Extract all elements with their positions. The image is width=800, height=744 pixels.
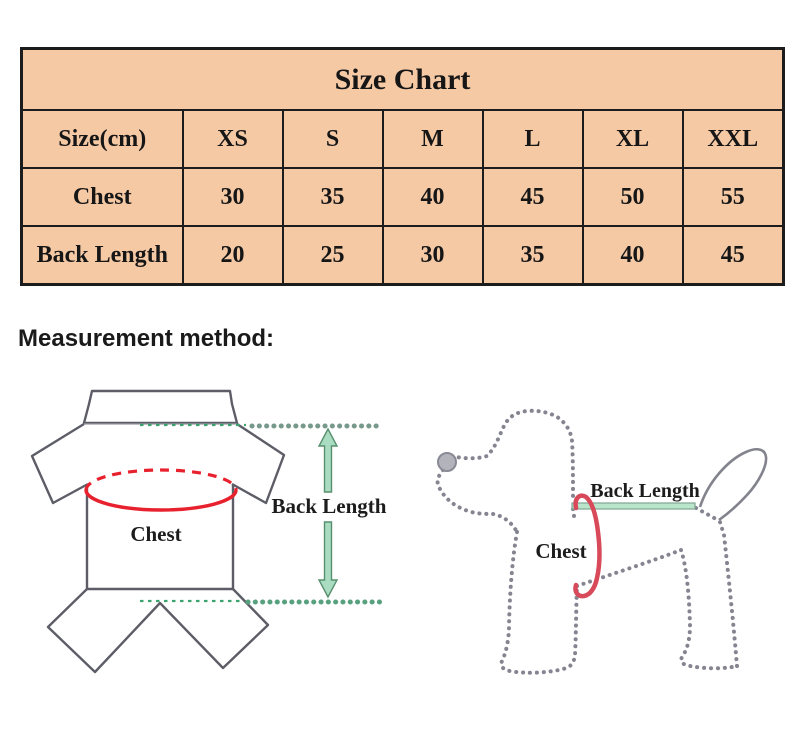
col-header: Size(cm) [20,109,184,169]
table-row-back-length: Back Length 20 25 30 35 40 45 [20,225,785,286]
garment-chest-label: Chest [130,522,181,546]
dog-jaw-beads [435,468,519,534]
cell: 35 [281,167,384,227]
cell: 40 [581,225,684,286]
col-header: XL [581,109,684,169]
col-header: XXL [681,109,785,169]
cell: 45 [481,167,584,227]
dog-nose [437,452,457,472]
table-row-chest: Chest 30 35 40 45 50 55 [20,167,785,227]
dog-head-neck-beads [450,408,575,499]
measurement-method-heading: Measurement method: [18,325,275,352]
cell: 30 [381,225,484,286]
garment-left-sleeve-outline [30,422,89,505]
dog-tail-base-beads [694,506,718,521]
table-title-row: Size Chart [20,47,785,111]
cell: 55 [681,167,785,227]
measurement-diagrams: Chest Back Length [30,389,768,675]
chest-ring-dashed [84,468,238,491]
cell: 30 [181,167,284,227]
dog-outline [435,408,739,675]
dog-back-length-label: Back Length [590,480,699,502]
col-header: XS [181,109,284,169]
cell: 40 [381,167,484,227]
dog-rear-back-beads [718,520,739,668]
col-header: L [481,109,584,169]
table-title: Size Chart [20,47,785,111]
dog-diagram: Back Length Chest [435,408,768,675]
garment-collar-outline [82,389,239,425]
col-header: M [381,109,484,169]
dog-chest-label: Chest [535,539,586,563]
garment-right-sleeve-outline [231,422,286,505]
cell: 50 [581,167,684,227]
dog-front-leg-beads [499,530,579,675]
chest-ring-solid [84,489,238,512]
col-header: S [281,109,384,169]
dog-belly-beads [575,548,683,588]
dog-chest-curve [573,493,602,599]
row-label: Chest [20,167,184,227]
garment-diagram: Chest Back Length [30,389,387,674]
size-chart-table: Size Chart Size(cm) XS S M L XL XXL Ches… [20,47,786,286]
dog-rear-leg-beads [679,548,739,671]
cell: 20 [181,225,284,286]
garment-back-length-label: Back Length [272,494,387,518]
cell: 25 [281,225,384,286]
cell: 35 [481,225,584,286]
row-label: Back Length [20,225,184,286]
cell: 45 [681,225,785,286]
garment-legs-outline [46,588,270,674]
back-length-arrow-up [317,427,339,493]
dog-tail-outline [698,447,768,522]
dog-back-length-line [571,502,696,510]
back-length-arrow-down [317,521,339,599]
dog-withers-beads [571,507,576,518]
table-header-row: Size(cm) XS S M L XL XXL [20,109,785,169]
garment-body-outline [85,484,235,591]
